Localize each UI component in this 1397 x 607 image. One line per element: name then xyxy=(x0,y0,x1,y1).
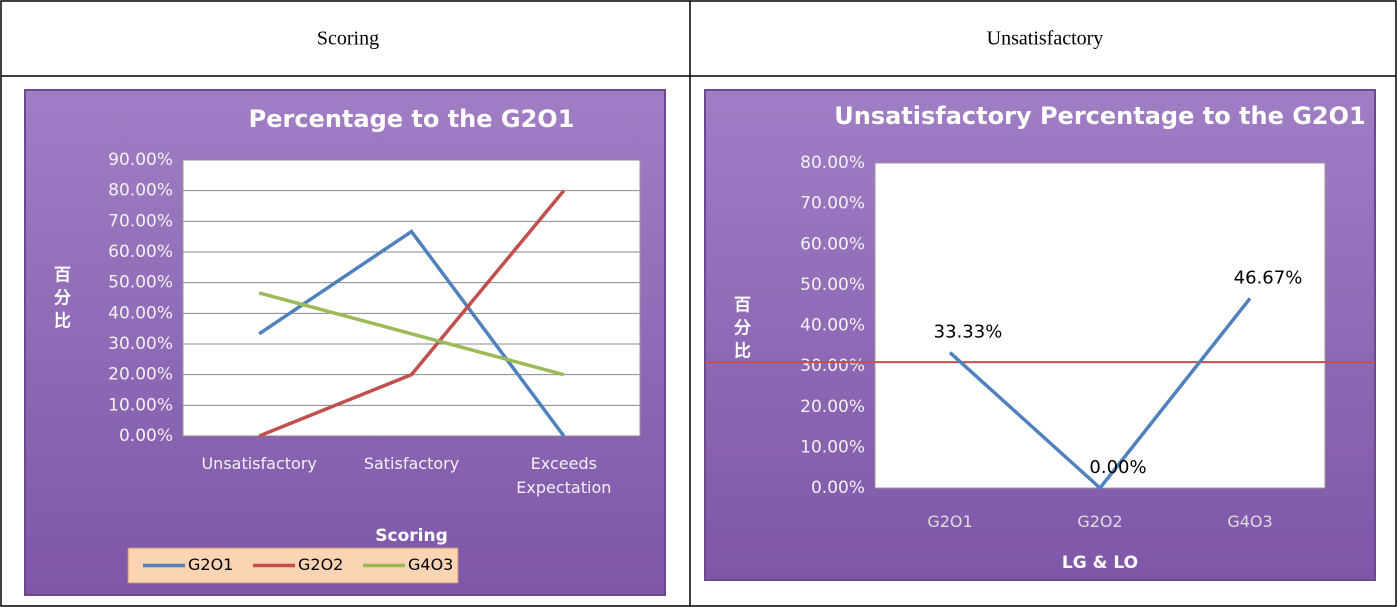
data-label: 46.67% xyxy=(1234,267,1303,288)
x-tick-label-box: G4O3 xyxy=(1227,512,1273,531)
y-tick-label: 0.00% xyxy=(811,478,865,498)
x-tick-label: G2O2 xyxy=(1077,512,1123,531)
y-tick-label: 10.00% xyxy=(800,437,865,457)
y-tick-label: 20.00% xyxy=(800,397,865,417)
y-tick-label: 60.00% xyxy=(800,234,865,254)
data-label: 33.33% xyxy=(934,322,1003,343)
plot-area xyxy=(874,162,1326,489)
series-line xyxy=(258,291,565,377)
plot-area xyxy=(182,159,641,437)
y-tick-label: 50.00% xyxy=(800,275,865,295)
y-tick-label: 10.00% xyxy=(108,395,173,415)
y-tick-label: 80.00% xyxy=(800,153,865,173)
header: Scoring xyxy=(317,28,379,50)
chart-title: Unsatisfactory Percentage to the G2O1 xyxy=(834,102,1365,130)
y-tick-label: 80.00% xyxy=(108,181,173,201)
legend-label: G2O2 xyxy=(298,555,343,574)
y-tick-label: 40.00% xyxy=(800,316,865,336)
series-line xyxy=(948,297,1252,491)
x-tick-label-box: G2O1 xyxy=(927,512,973,531)
x-tick-label-box: Satisfactory xyxy=(363,454,460,473)
y-tick-label: 70.00% xyxy=(108,211,173,231)
x-tick-label: Satisfactory xyxy=(363,454,460,473)
y-tick-label: 50.00% xyxy=(108,273,173,293)
y-tick-label: 30.00% xyxy=(108,334,173,354)
x-tick-label-box: Unsatisfactory xyxy=(201,454,317,473)
legend-label: G2O1 xyxy=(188,555,233,574)
header: Unsatisfactory xyxy=(987,28,1104,50)
y-tick-label: 0.00% xyxy=(119,426,173,446)
x-tick-label-box: G2O2 xyxy=(1077,512,1123,531)
data-label: 0.00% xyxy=(1089,457,1146,478)
chart-title: Percentage to the G2O1 xyxy=(249,105,575,133)
y-tick-label: 30.00% xyxy=(800,356,865,376)
x-axis-label: LG & LO xyxy=(1062,553,1138,573)
y-tick-label: 60.00% xyxy=(108,242,173,262)
y-tick-label: 40.00% xyxy=(108,303,173,323)
y-tick-label: 90.00% xyxy=(108,150,173,170)
x-axis-label: Scoring xyxy=(375,526,447,546)
y-axis-label: 百分比 xyxy=(50,265,71,334)
y-tick-label: 70.00% xyxy=(800,194,865,214)
x-tick-label: Unsatisfactory xyxy=(201,454,317,473)
series-line xyxy=(258,189,566,438)
x-tick-label: Exceeds Expectation xyxy=(516,454,612,497)
x-tick-label-box: Exceeds Expectation xyxy=(516,454,612,497)
x-tick-label: G2O1 xyxy=(927,512,973,531)
y-tick-label: 20.00% xyxy=(108,365,173,385)
legend-label: G4O3 xyxy=(408,555,453,574)
series-line xyxy=(258,229,566,438)
y-axis-label: 百分比 xyxy=(730,295,751,364)
x-tick-label: G4O3 xyxy=(1227,512,1273,531)
